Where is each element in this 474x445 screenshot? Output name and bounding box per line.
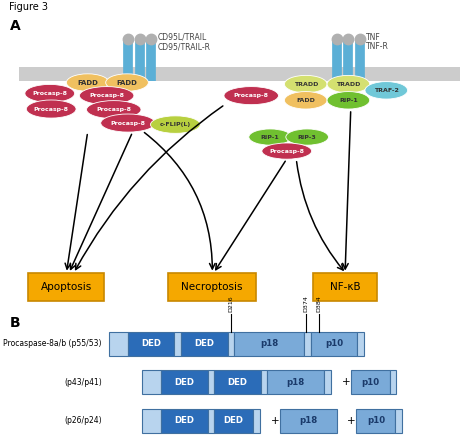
Text: p10: p10 — [361, 378, 379, 387]
FancyBboxPatch shape — [208, 370, 214, 394]
FancyBboxPatch shape — [356, 409, 395, 433]
Text: B: B — [9, 316, 20, 329]
Text: TRADD: TRADD — [336, 81, 361, 87]
FancyBboxPatch shape — [174, 332, 181, 356]
Ellipse shape — [151, 116, 200, 134]
Text: CD95/TRAIL-R: CD95/TRAIL-R — [158, 42, 211, 51]
FancyBboxPatch shape — [311, 332, 357, 356]
FancyBboxPatch shape — [214, 409, 253, 433]
Text: D374: D374 — [303, 295, 308, 312]
Text: Figure 3: Figure 3 — [9, 1, 48, 12]
Text: p18: p18 — [260, 339, 278, 348]
Text: +: + — [347, 416, 356, 426]
Text: RIP-3: RIP-3 — [298, 134, 317, 140]
Ellipse shape — [66, 74, 109, 91]
FancyBboxPatch shape — [351, 370, 390, 394]
Text: Procasp-8: Procasp-8 — [110, 121, 146, 125]
Text: +: + — [271, 416, 279, 426]
Ellipse shape — [327, 75, 370, 93]
Ellipse shape — [365, 81, 408, 99]
Text: TRAF-2: TRAF-2 — [374, 88, 399, 93]
Text: p18: p18 — [287, 378, 305, 387]
Text: D216: D216 — [229, 295, 234, 312]
Ellipse shape — [106, 74, 148, 91]
Text: A: A — [9, 19, 20, 32]
FancyBboxPatch shape — [214, 370, 261, 394]
FancyBboxPatch shape — [304, 332, 311, 356]
Ellipse shape — [284, 92, 327, 109]
Ellipse shape — [86, 101, 141, 119]
Text: c-FLIP(L): c-FLIP(L) — [160, 122, 191, 127]
Ellipse shape — [80, 87, 134, 105]
Text: TNF: TNF — [366, 33, 381, 42]
FancyBboxPatch shape — [280, 409, 337, 433]
Ellipse shape — [249, 129, 292, 145]
Text: TNF-R: TNF-R — [366, 42, 389, 51]
Text: FADD: FADD — [117, 80, 137, 85]
Text: RIP-1: RIP-1 — [339, 98, 358, 103]
FancyBboxPatch shape — [390, 370, 396, 394]
Text: Procasp-8: Procasp-8 — [34, 106, 69, 112]
Text: RIP-1: RIP-1 — [261, 134, 280, 140]
Text: Procasp-8: Procasp-8 — [89, 93, 124, 98]
Ellipse shape — [262, 143, 311, 159]
Text: Procasp-8: Procasp-8 — [32, 91, 67, 96]
Text: (p43/p41): (p43/p41) — [64, 378, 102, 387]
Text: DED: DED — [141, 339, 161, 348]
Text: Procasp-8: Procasp-8 — [96, 107, 131, 112]
Text: FADD: FADD — [296, 98, 315, 103]
FancyBboxPatch shape — [324, 370, 331, 394]
Text: Procaspase-8a/b (p55/53): Procaspase-8a/b (p55/53) — [3, 339, 102, 348]
Ellipse shape — [284, 75, 327, 93]
FancyBboxPatch shape — [142, 409, 161, 433]
Text: Apoptosis: Apoptosis — [41, 282, 92, 291]
Text: D384: D384 — [316, 295, 321, 312]
Text: DED: DED — [174, 417, 194, 425]
Text: DED: DED — [174, 378, 194, 387]
Text: CD95L/TRAIL: CD95L/TRAIL — [158, 33, 207, 42]
Text: p10: p10 — [325, 339, 343, 348]
Text: DED: DED — [224, 417, 244, 425]
FancyBboxPatch shape — [19, 67, 460, 81]
FancyBboxPatch shape — [181, 332, 228, 356]
Text: FADD: FADD — [77, 80, 98, 85]
FancyBboxPatch shape — [234, 332, 304, 356]
Text: +: + — [342, 377, 350, 387]
FancyBboxPatch shape — [253, 409, 260, 433]
FancyBboxPatch shape — [109, 332, 128, 356]
FancyBboxPatch shape — [28, 272, 104, 301]
Text: p10: p10 — [367, 417, 385, 425]
Text: NF-κB: NF-κB — [329, 282, 360, 291]
Text: Procasp-8: Procasp-8 — [234, 93, 269, 98]
FancyBboxPatch shape — [261, 370, 267, 394]
Text: DED: DED — [228, 378, 247, 387]
Ellipse shape — [100, 114, 155, 132]
Ellipse shape — [27, 100, 76, 118]
FancyBboxPatch shape — [208, 409, 214, 433]
FancyBboxPatch shape — [267, 370, 324, 394]
Text: Procasp-8: Procasp-8 — [269, 149, 304, 154]
FancyBboxPatch shape — [357, 332, 364, 356]
Text: TRADD: TRADD — [293, 81, 318, 87]
FancyBboxPatch shape — [313, 272, 377, 301]
Ellipse shape — [25, 85, 75, 102]
Text: p18: p18 — [299, 417, 317, 425]
FancyBboxPatch shape — [161, 409, 208, 433]
FancyBboxPatch shape — [142, 370, 161, 394]
FancyBboxPatch shape — [228, 332, 234, 356]
FancyBboxPatch shape — [395, 409, 402, 433]
FancyBboxPatch shape — [128, 332, 174, 356]
Text: (p26/p24): (p26/p24) — [64, 417, 102, 425]
FancyBboxPatch shape — [168, 272, 256, 301]
FancyBboxPatch shape — [161, 370, 208, 394]
Ellipse shape — [224, 87, 279, 105]
Text: Necroptosis: Necroptosis — [182, 282, 243, 291]
Ellipse shape — [286, 129, 328, 145]
Text: DED: DED — [194, 339, 214, 348]
Ellipse shape — [327, 92, 370, 109]
